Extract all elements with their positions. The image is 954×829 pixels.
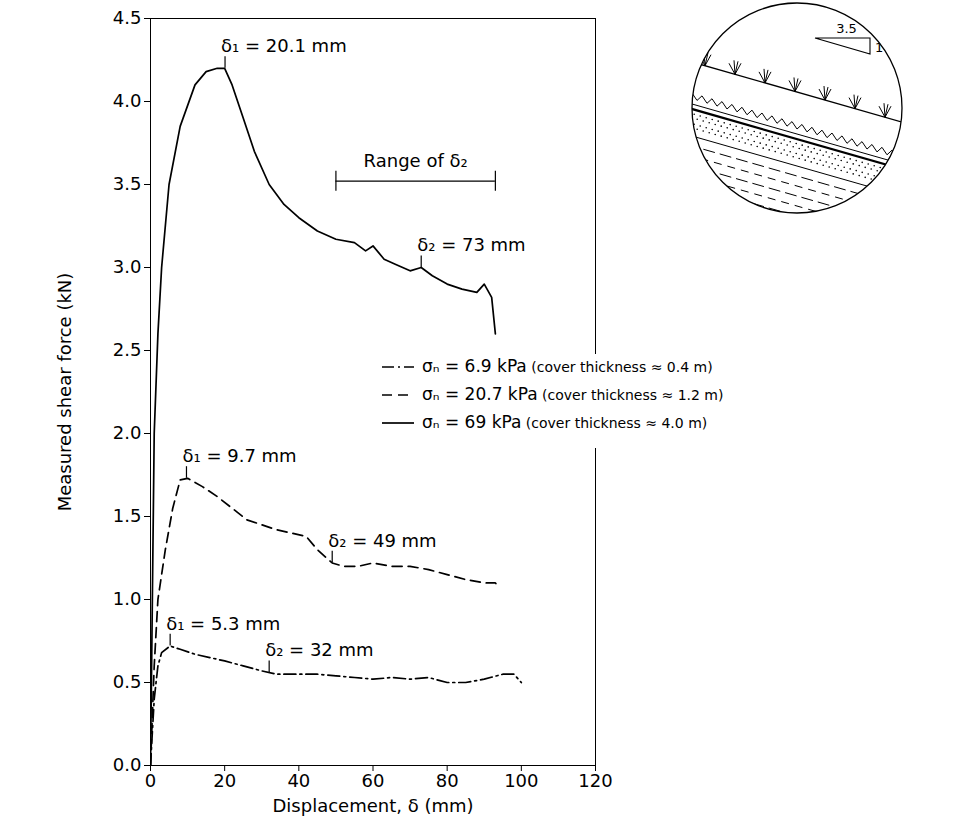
svg-text:4.0: 4.0 xyxy=(113,90,142,111)
svg-text:3.5: 3.5 xyxy=(836,21,857,36)
svg-text:2.5: 2.5 xyxy=(113,339,142,360)
svg-text:σₙ = 6.9 kPa (cover thickness: σₙ = 6.9 kPa (cover thickness ≈ 0.4 m) xyxy=(422,356,713,376)
svg-text:80: 80 xyxy=(436,770,459,791)
svg-text:δ₁ = 5.3 mm: δ₁ = 5.3 mm xyxy=(166,613,280,634)
svg-text:Range of δ₂: Range of δ₂ xyxy=(364,150,468,171)
svg-text:4.5: 4.5 xyxy=(113,7,142,28)
svg-text:1: 1 xyxy=(875,40,883,55)
svg-text:σₙ = 69 kPa (cover thickness ≈: σₙ = 69 kPa (cover thickness ≈ 4.0 m) xyxy=(422,412,707,432)
svg-text:σₙ = 20.7 kPa (cover thickness: σₙ = 20.7 kPa (cover thickness ≈ 1.2 m) xyxy=(422,384,723,404)
svg-text:Displacement, δ (mm): Displacement, δ (mm) xyxy=(272,795,473,816)
svg-text:δ₁ = 9.7 mm: δ₁ = 9.7 mm xyxy=(182,445,296,466)
svg-text:0: 0 xyxy=(145,770,156,791)
svg-text:δ₂ = 73 mm: δ₂ = 73 mm xyxy=(417,234,525,255)
svg-text:20: 20 xyxy=(213,770,236,791)
svg-text:100: 100 xyxy=(504,770,538,791)
svg-text:1.0: 1.0 xyxy=(113,588,142,609)
svg-text:120: 120 xyxy=(578,770,612,791)
svg-text:3.0: 3.0 xyxy=(113,256,142,277)
svg-text:1.5: 1.5 xyxy=(113,505,142,526)
svg-text:60: 60 xyxy=(362,770,385,791)
svg-text:Measured shear force (kN): Measured shear force (kN) xyxy=(54,273,75,512)
svg-text:0.5: 0.5 xyxy=(113,671,142,692)
svg-text:2.0: 2.0 xyxy=(113,422,142,443)
svg-text:3.5: 3.5 xyxy=(113,173,142,194)
svg-text:δ₂ = 32 mm: δ₂ = 32 mm xyxy=(265,639,373,660)
svg-text:40: 40 xyxy=(287,770,310,791)
svg-text:0.0: 0.0 xyxy=(113,754,142,775)
svg-text:δ₂ = 49 mm: δ₂ = 49 mm xyxy=(328,530,436,551)
svg-text:δ₁ = 20.1 mm: δ₁ = 20.1 mm xyxy=(221,35,347,56)
